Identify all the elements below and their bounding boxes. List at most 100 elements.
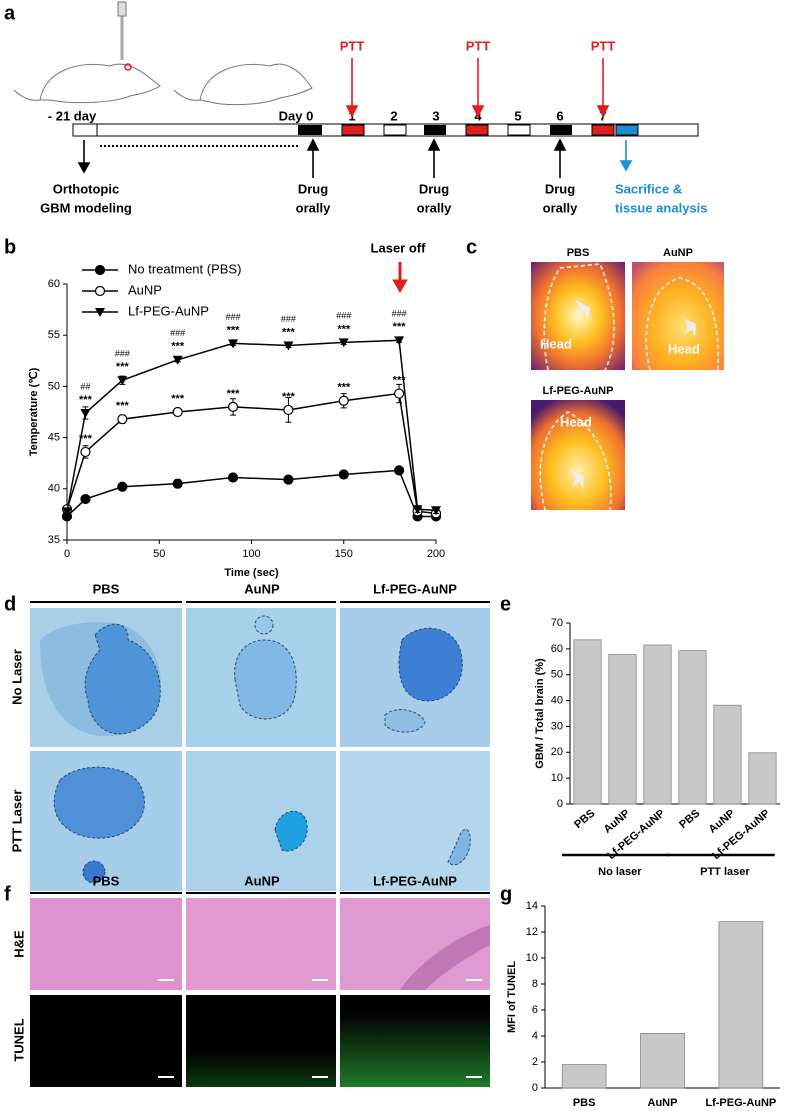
mouse-illustration (13, 1, 313, 106)
thermal-images (531, 262, 724, 511)
panel-label: f (4, 883, 11, 905)
legend-label: AuNP (128, 282, 162, 297)
annotation: Laser off (371, 240, 427, 255)
tunel-image (30, 995, 182, 1087)
series-line (66, 469, 436, 518)
significance-label: ### (226, 312, 241, 322)
significance-label: ### (336, 311, 351, 321)
region-label: Head (540, 336, 572, 351)
x-axis-label: Time (sec) (224, 567, 279, 579)
bar (718, 921, 764, 1089)
y-tick-label: 55 (48, 329, 60, 341)
y-tick-label: 14 (526, 900, 538, 912)
marker (80, 493, 91, 505)
significance-label: ### (281, 314, 296, 324)
event-label: orally (417, 200, 452, 215)
x-tick-label: 50 (153, 548, 165, 560)
x-tick-label: AuNP (602, 807, 633, 835)
event-label: Drug (419, 181, 449, 196)
he-image (186, 898, 336, 990)
y-tick-label: 40 (48, 483, 60, 495)
column-label: Lf-PEG-AuNP (373, 581, 457, 596)
row-label: PTT Laser (9, 790, 24, 853)
marker (80, 446, 91, 458)
y-tick-label: 30 (551, 720, 563, 732)
column-label: AuNP (244, 581, 280, 596)
marker (228, 339, 239, 349)
x-tick-label: 100 (242, 548, 260, 560)
event-label: Orthotopic (53, 181, 119, 196)
marker (227, 472, 239, 483)
marker (338, 395, 349, 406)
group-label: No laser (598, 866, 642, 878)
x-tick-label: Lf-PEG-AuNP (705, 1097, 776, 1109)
panel-label: d (4, 593, 16, 615)
x-tick-label: PBS (572, 807, 597, 831)
significance-label: *** (393, 321, 407, 333)
image-label: PBS (567, 247, 590, 259)
column-label: Lf-PEG-AuNP (373, 873, 457, 888)
bar (608, 654, 637, 805)
marker (338, 338, 349, 348)
segment (341, 124, 365, 136)
y-tick-label: 8 (532, 978, 538, 990)
marker (172, 478, 183, 489)
marker (94, 285, 106, 297)
row-label: No Laser (9, 649, 24, 705)
significance-label: *** (227, 388, 241, 400)
day-label: Day 0 (279, 108, 314, 123)
x-tick-label: 200 (427, 548, 445, 560)
laser-off-arrow (392, 262, 408, 293)
bar (643, 644, 672, 805)
panel-label: e (500, 593, 511, 615)
significance-label: *** (282, 391, 296, 403)
ptt-label: PTT (466, 38, 491, 53)
event-label: Drug (298, 181, 328, 196)
segment (550, 125, 572, 135)
bar (561, 1064, 607, 1089)
significance-label: ## (80, 381, 90, 391)
significance-label: *** (227, 324, 241, 336)
marker (394, 465, 405, 476)
y-axis-label: GBM / Total brain (%) (534, 658, 546, 769)
y-tick-label: 0 (557, 798, 563, 810)
bar (640, 1033, 685, 1089)
x-tick-label: PBS (573, 1097, 596, 1109)
significance-label: *** (79, 394, 93, 406)
marker (283, 474, 294, 485)
segment (615, 124, 639, 136)
segment (591, 124, 615, 136)
segment (507, 124, 531, 136)
header-rules (30, 601, 490, 894)
significance-label: *** (116, 400, 130, 412)
he-image (30, 898, 182, 990)
region-label: Head (668, 341, 700, 356)
event-label: GBM modeling (40, 200, 132, 215)
marker (283, 404, 294, 416)
day-label: 2 (390, 108, 397, 123)
tunel-image (186, 995, 336, 1087)
section-image (340, 751, 490, 891)
marker (117, 376, 128, 386)
group-label: PTT laser (700, 866, 750, 878)
thermal-image (531, 262, 625, 370)
segment (298, 125, 322, 135)
column-label: PBS (93, 873, 120, 888)
thermal-image (632, 262, 724, 370)
y-tick-label: 50 (48, 380, 60, 392)
bar (678, 650, 707, 805)
marker (412, 505, 423, 515)
day-label: 5 (514, 108, 521, 123)
x-tick-label: AuNP (707, 807, 738, 835)
day-label: - 21 day (48, 108, 97, 123)
event-label: Sacrifice & (615, 181, 682, 196)
image-label: Lf-PEG-AuNP (543, 385, 614, 397)
marker (394, 388, 405, 399)
row-label: H&E (11, 930, 26, 958)
series-line (66, 339, 437, 512)
y-tick-label: 60 (551, 643, 563, 655)
arrows (77, 58, 633, 178)
y-tick-label: 35 (48, 534, 60, 546)
segment (465, 124, 489, 136)
